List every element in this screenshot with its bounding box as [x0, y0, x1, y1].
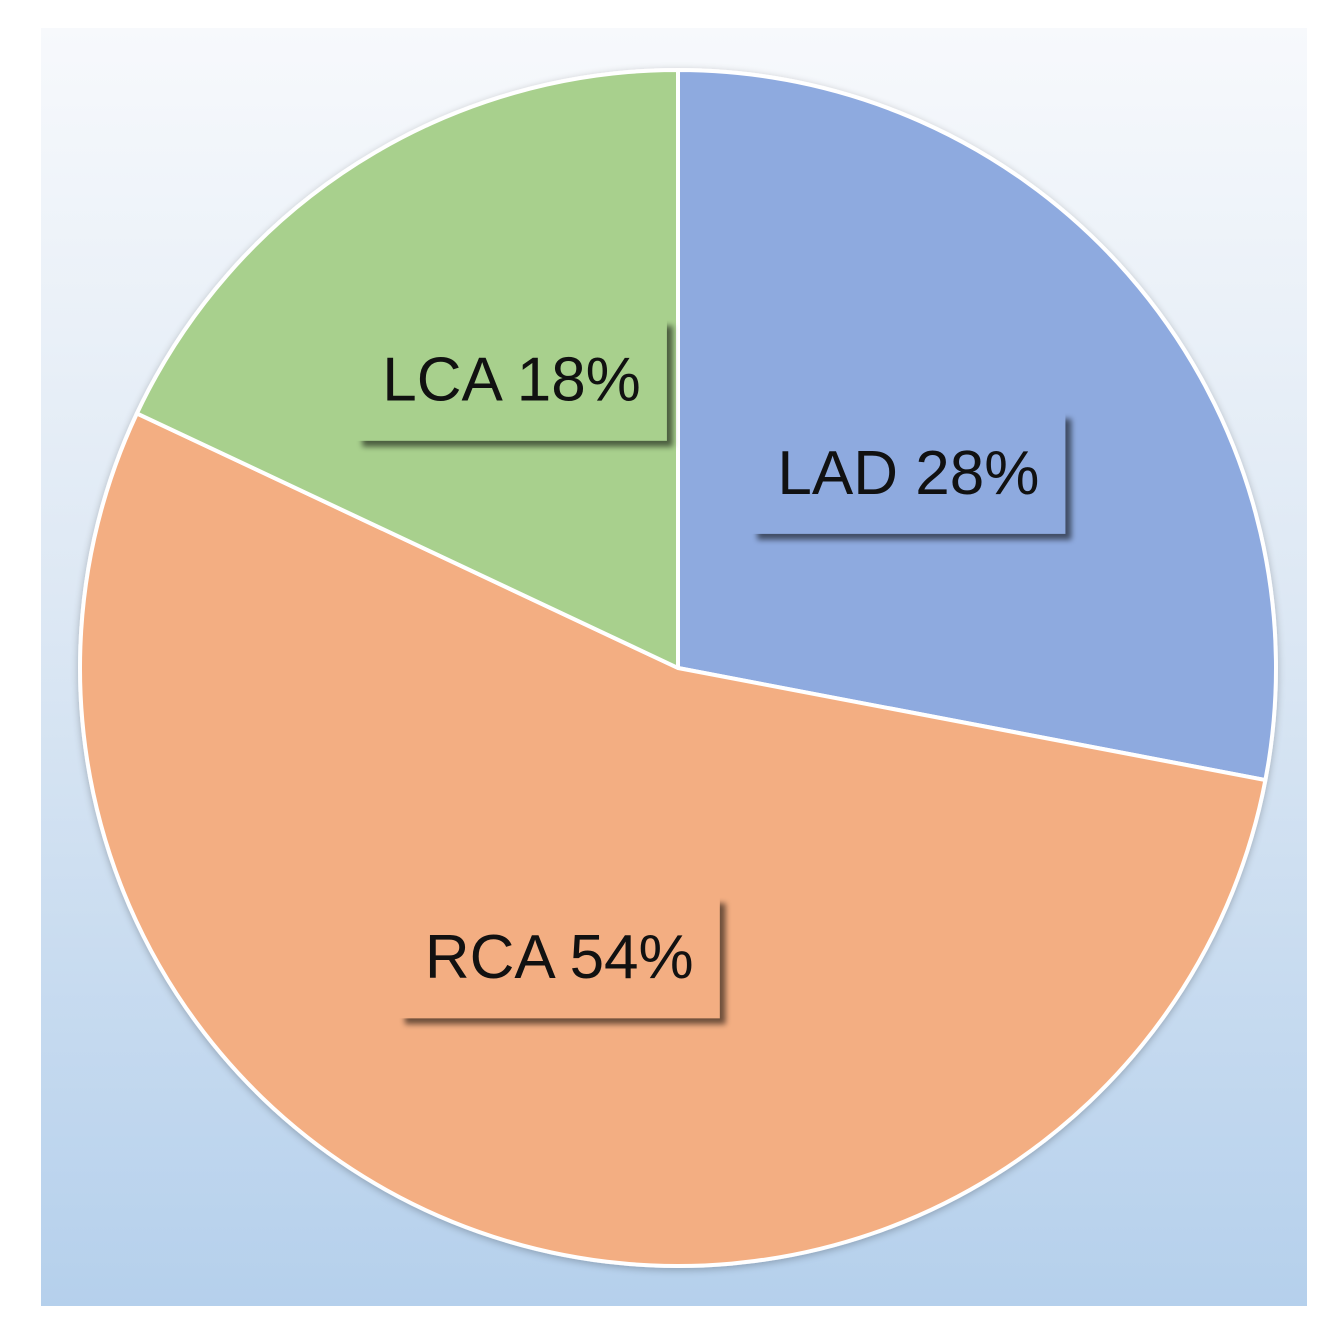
data-label-text: LAD 28%	[777, 439, 1039, 508]
chart-area: LAD 28% RCA 54% LCA 18%	[41, 28, 1307, 1306]
data-label-rca: RCA 54%	[398, 897, 720, 1019]
pie-labels: LAD 28% RCA 54% LCA 18%	[356, 319, 1066, 1019]
data-label-lca: LCA 18%	[356, 319, 667, 441]
data-label-box	[356, 319, 667, 441]
pie-chart: LAD 28% RCA 54% LCA 18%	[78, 68, 1278, 1268]
pie-slice-rca	[78, 411, 1268, 1268]
data-label-text: RCA 54%	[425, 923, 694, 992]
data-label-lad: LAD 28%	[751, 412, 1066, 534]
data-label-box	[751, 412, 1066, 534]
data-label-box	[398, 897, 720, 1019]
data-label-text: LCA 18%	[382, 346, 641, 415]
pie-slices	[78, 68, 1278, 1268]
